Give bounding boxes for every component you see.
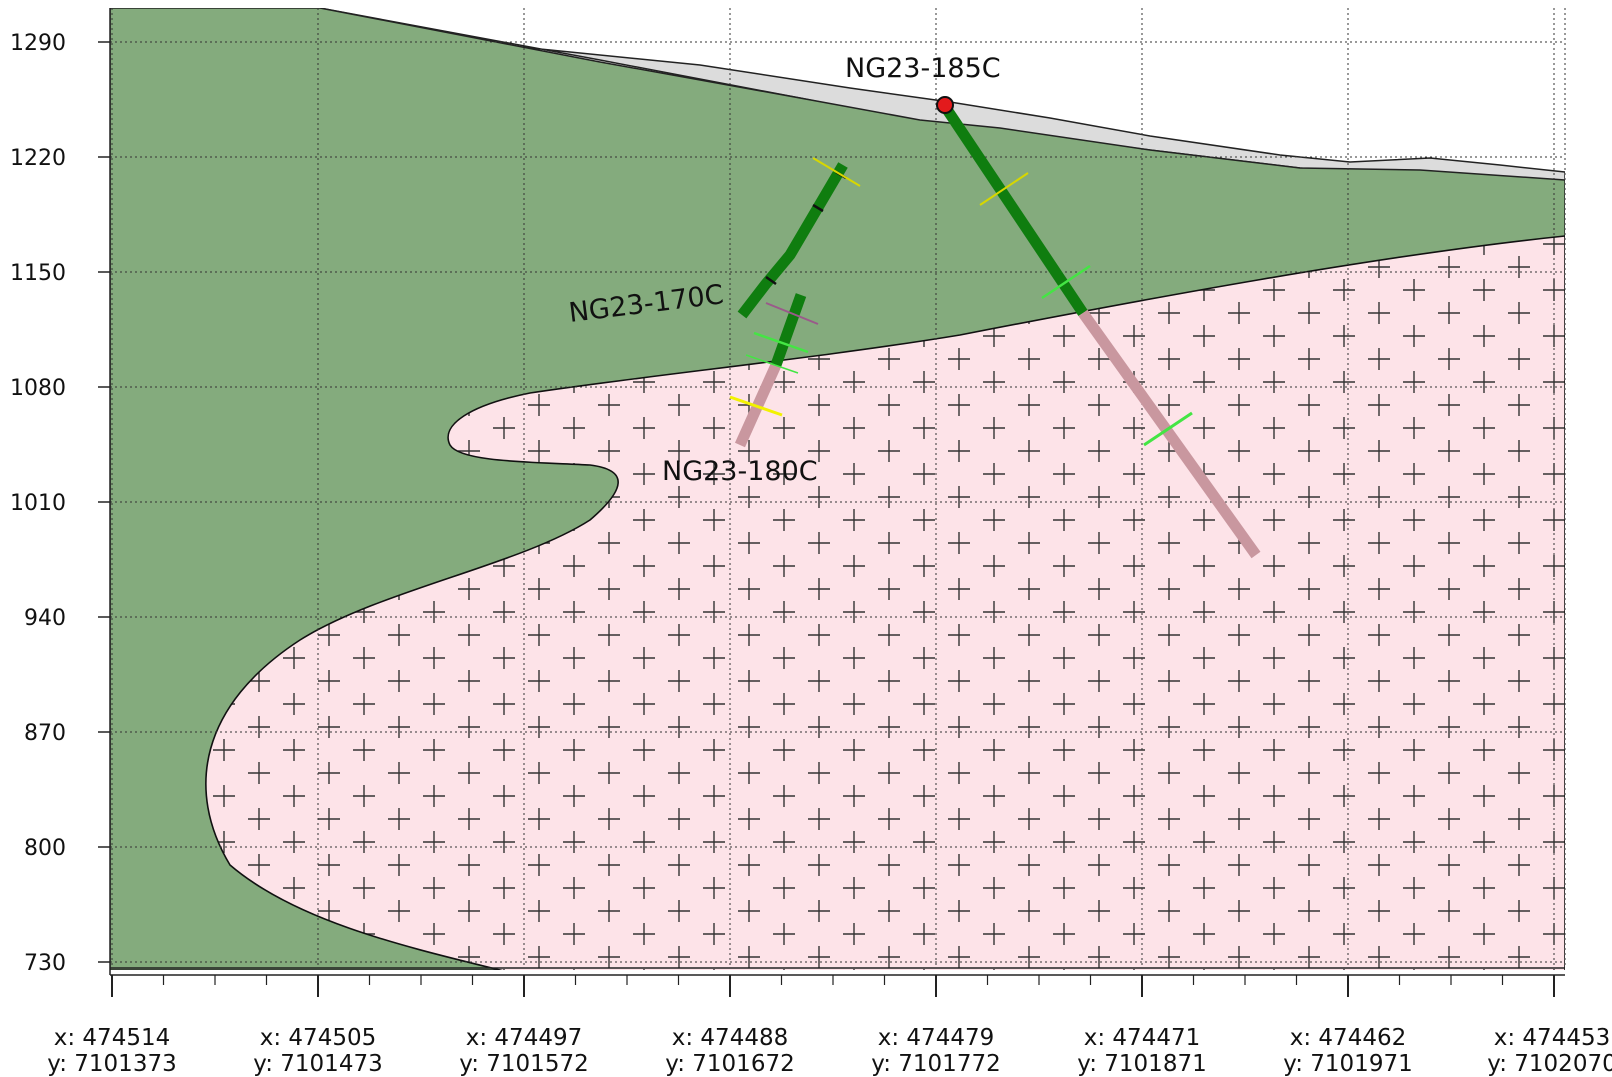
interval-tick <box>753 331 809 354</box>
x-tick-label-easting: x: 474488 <box>672 1025 788 1051</box>
x-tick-label-easting: x: 474462 <box>1290 1025 1406 1051</box>
collar-marker[interactable] <box>936 96 954 114</box>
hole-label-NG23-185C: NG23-185C <box>845 53 1001 84</box>
drillhole-trace-green <box>737 162 848 319</box>
x-tick-label-northing: y: 7101572 <box>459 1051 588 1077</box>
y-axis: 1290 1220 1150 1080 1010 940 870 800 730 <box>10 8 111 976</box>
x-tick-label-easting: x: 474471 <box>1084 1025 1200 1051</box>
x-tick-label-northing: y: 7101373 <box>47 1051 176 1077</box>
y-tick-label: 1080 <box>10 376 66 401</box>
drillhole-trace-pink <box>1078 309 1261 559</box>
y-tick-label: 1290 <box>10 31 66 56</box>
drillhole-NG23-185C: NG23-185C <box>845 53 1261 559</box>
interval-marker <box>765 275 777 286</box>
y-tick-label: 1150 <box>10 261 66 286</box>
interval-tick <box>979 172 1029 206</box>
geology <box>110 8 1565 970</box>
y-tick-label: 1010 <box>10 491 66 516</box>
x-tick-label-easting: x: 474505 <box>260 1025 376 1051</box>
x-tick-label-easting: x: 474497 <box>466 1025 582 1051</box>
x-tick-label-northing: y: 7101772 <box>871 1051 1000 1077</box>
interval-tick <box>1143 411 1193 447</box>
interval-tick <box>812 157 861 187</box>
y-tick-label: 940 <box>24 606 66 631</box>
y-tick-label: 730 <box>24 951 66 976</box>
intrusive-unit <box>205 235 1565 970</box>
x-tick-label-northing: y: 7101971 <box>1283 1051 1412 1077</box>
x-tick-label-northing: y: 7102070 <box>1487 1051 1612 1077</box>
x-tick-label-northing: y: 7101871 <box>1077 1051 1206 1077</box>
grid <box>110 8 1566 968</box>
x-tick-label-northing: y: 7101473 <box>253 1051 382 1077</box>
x-tick-label-northing: y: 7101672 <box>665 1051 794 1077</box>
drillhole-trace-green <box>770 293 807 367</box>
x-tick-label-easting: x: 474514 <box>54 1025 170 1051</box>
interval-tick <box>729 395 783 417</box>
drillhole-trace-pink <box>734 362 782 448</box>
y-tick-label: 800 <box>24 836 66 861</box>
x-tick-label-easting: x: 474479 <box>878 1025 994 1051</box>
y-tick-label: 1220 <box>10 146 66 171</box>
x-tick-label-easting: x: 474453 <box>1494 1025 1610 1051</box>
interval-tick <box>745 354 799 374</box>
interval-tick <box>765 302 819 325</box>
y-tick-label: 870 <box>24 721 66 746</box>
interval-tick <box>1041 264 1091 300</box>
drillhole-NG23-180C: NG23-180C <box>662 293 819 487</box>
interval-marker <box>812 203 824 213</box>
drillhole-trace-green <box>941 104 1088 317</box>
hole-label-NG23-180C: NG23-180C <box>662 456 818 487</box>
